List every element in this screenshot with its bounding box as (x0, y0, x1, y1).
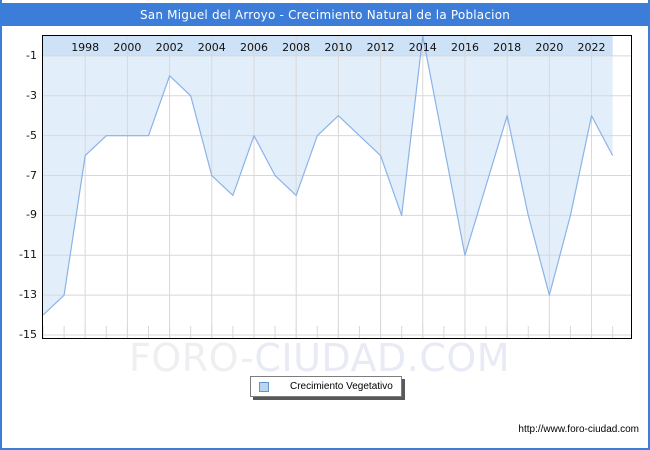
x-tick-label: 2004 (197, 41, 226, 54)
chart-title: San Miguel del Arroyo - Crecimiento Natu… (139, 7, 511, 22)
x-tick-label: 1998 (71, 41, 100, 54)
x-tick-label: 2002 (155, 41, 184, 54)
x-tick-label: 2006 (239, 41, 268, 54)
x-tick-label: 2018 (493, 41, 522, 54)
y-tick-label: -3 (26, 88, 37, 102)
series-line (43, 36, 614, 316)
x-tick-label: 2000 (113, 41, 142, 54)
y-tick-label: -15 (19, 328, 37, 341)
title-bar: San Miguel del Arroyo - Crecimiento Natu… (2, 3, 648, 26)
y-tick-label: -7 (26, 168, 37, 182)
watermark: FORO-CIUDAD.COM (129, 336, 510, 380)
y-tick-label: -13 (19, 288, 37, 302)
site-url[interactable]: http://www.foro-ciudad.com (518, 424, 639, 435)
x-tick-label: 2008 (282, 41, 311, 54)
x-tick-label: 2022 (577, 41, 606, 54)
watermark-text-left: FORO- (129, 336, 255, 380)
y-tick-label: -1 (26, 48, 37, 62)
legend-label: Crecimiento Vegetativo (290, 381, 393, 392)
x-tick-label: 2020 (535, 41, 564, 54)
y-tick-label: -11 (19, 248, 37, 262)
series-area-fill (43, 36, 613, 316)
x-label-band (43, 36, 613, 56)
x-tick-label: 2014 (408, 41, 437, 54)
x-tick-label: 2010 (324, 41, 353, 54)
y-tick-label: -9 (26, 208, 37, 222)
area-chart-svg (43, 36, 631, 338)
x-tick-label: 2012 (366, 41, 395, 54)
plot-area: 1998 2000 2002 2004 2006 2008 2010 2012 2014 2016… (42, 35, 632, 339)
y-tick-label: -5 (26, 128, 37, 142)
legend-box: Crecimiento Vegetativo (250, 376, 402, 397)
x-tick-label: 2016 (450, 41, 479, 54)
legend-swatch-icon (259, 381, 269, 392)
watermark-text-right: CIUDAD.COM (254, 336, 511, 380)
